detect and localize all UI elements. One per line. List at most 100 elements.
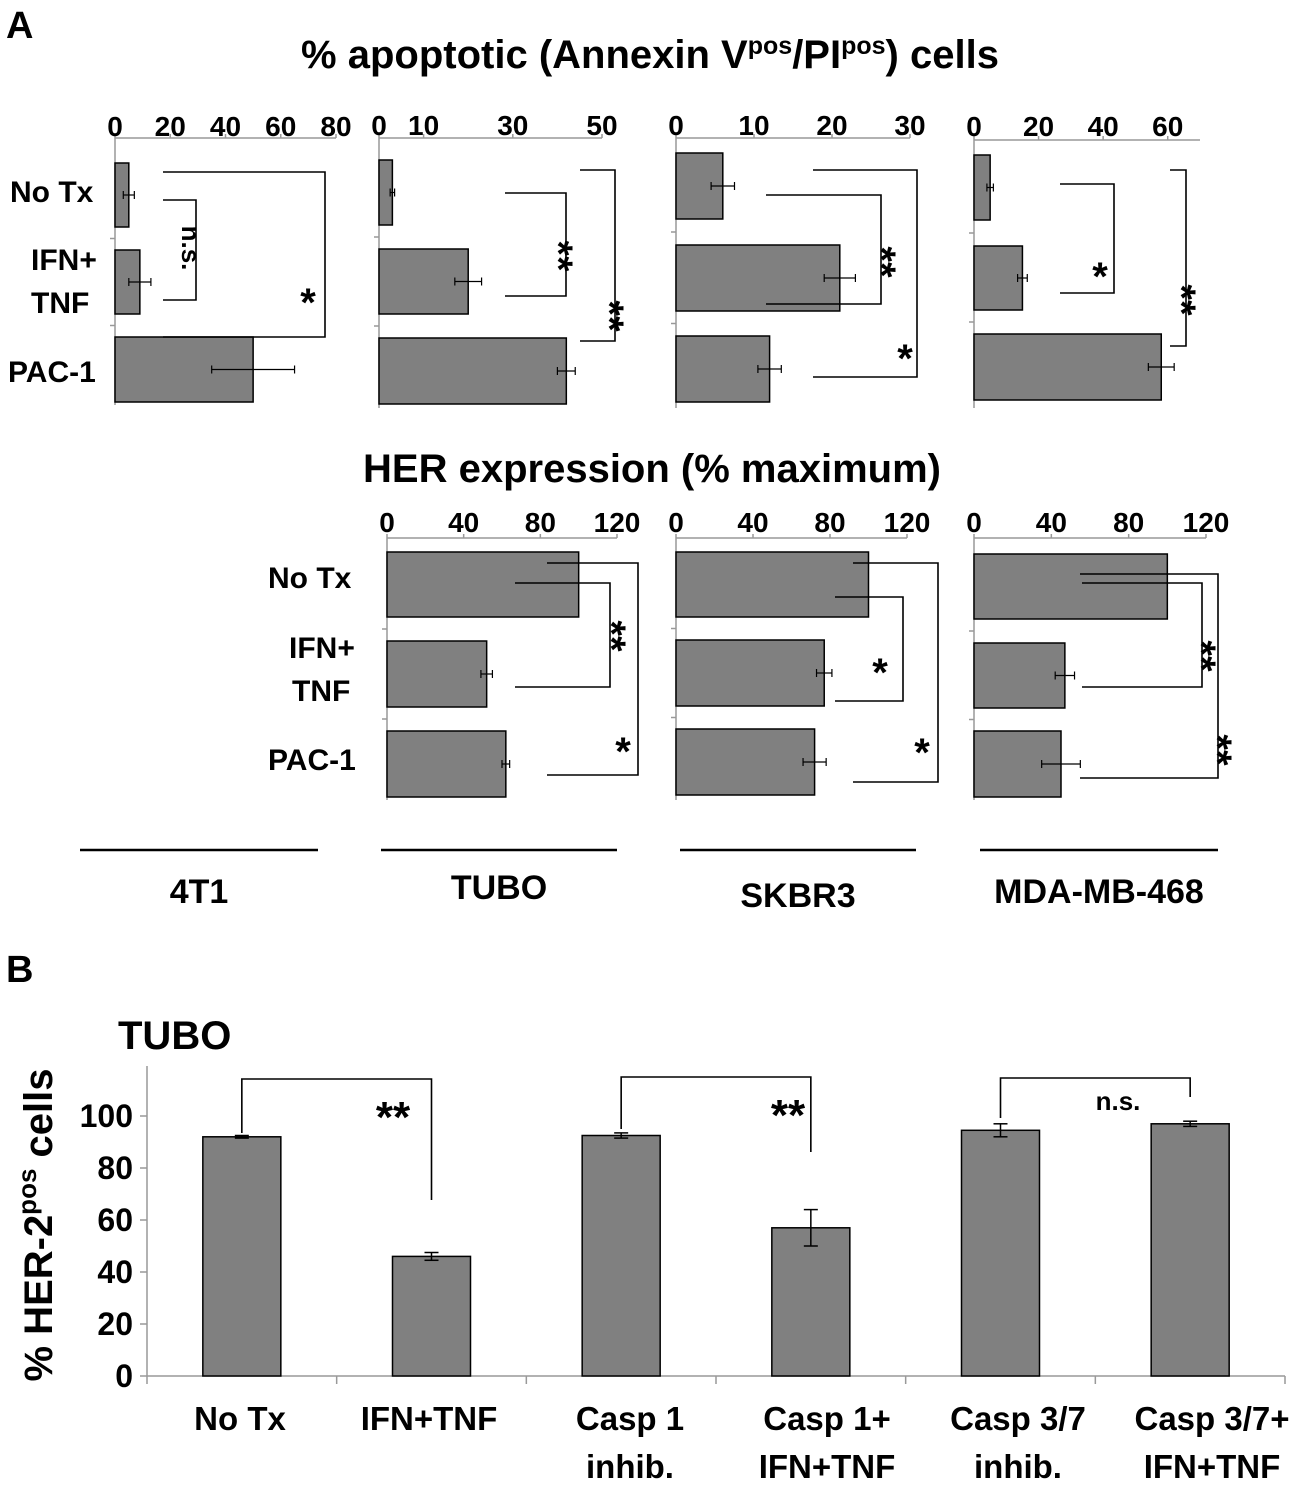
significance-label: n.s. <box>176 226 206 271</box>
error-bar <box>802 758 827 766</box>
her-row-label-ifn: IFN+ <box>289 632 355 665</box>
significance-label: ** <box>589 620 633 652</box>
x-tick-label: 40 <box>737 507 768 538</box>
error-bar <box>501 760 511 768</box>
x-tick-label: 10 <box>408 110 439 141</box>
her-row-label-no-tx: No Tx <box>268 562 352 595</box>
significance-label: * <box>897 337 913 381</box>
error-bar <box>803 1208 818 1247</box>
her-expression-title: HER expression (% maximum) <box>363 447 941 491</box>
x-tick-label: 10 <box>738 110 769 141</box>
significance-label: * <box>1092 255 1108 299</box>
error-bar <box>757 365 782 373</box>
apoptosis-chart-tubo: 0 10 30 50 **** <box>371 110 631 408</box>
error-bar <box>122 191 135 199</box>
error-bar <box>1016 274 1028 282</box>
y-tick-label: 80 <box>97 1150 133 1186</box>
significance-label: ** <box>771 1091 806 1140</box>
panel-b-category-label: Casp 1+ IFN+TNF <box>759 1400 896 1485</box>
x-tick-label: 20 <box>816 110 847 141</box>
significance-bracket <box>547 562 639 776</box>
x-tick-label: 0 <box>379 507 395 538</box>
x-tick-label: 80 <box>525 507 556 538</box>
her-row-label-tnf: TNF <box>292 675 350 708</box>
error-bar <box>234 1134 249 1139</box>
x-tick-label: 80 <box>814 507 845 538</box>
bar <box>378 337 568 405</box>
bar <box>973 730 1062 798</box>
y-tick-label: 20 <box>97 1306 133 1342</box>
x-tick-label: 30 <box>894 110 925 141</box>
x-tick-label: 0 <box>668 110 684 141</box>
bar <box>675 728 816 796</box>
y-tick-label: 40 <box>97 1254 133 1290</box>
apoptosis-chart-mda-mb-468: 0 20 40 60*** <box>966 111 1203 408</box>
x-tick-label: 0 <box>966 111 982 142</box>
x-tick-label: 40 <box>1088 111 1119 142</box>
y-tick-label: 60 <box>97 1202 133 1238</box>
bar <box>675 335 771 403</box>
bar <box>675 244 841 312</box>
panel-b-y-axis-label: % HER-2pos cells <box>12 1068 61 1381</box>
error-bar <box>710 182 736 190</box>
x-tick-label: 80 <box>320 111 351 142</box>
her-chart-skbr3: 0 40 80 120 * * <box>668 507 939 800</box>
panel-a-letter: A <box>6 5 33 47</box>
significance-label: ** <box>1195 734 1239 766</box>
x-tick-label: 60 <box>265 111 296 142</box>
x-tick-label: 20 <box>1023 111 1054 142</box>
significance-label: * <box>615 730 631 774</box>
x-tick-label: 0 <box>107 111 123 142</box>
error-bar <box>1041 760 1081 768</box>
error-bar <box>556 367 576 375</box>
significance-bracket <box>505 192 567 297</box>
error-bar <box>454 277 483 286</box>
cell-line-label-4t1: 4T1 <box>170 873 229 911</box>
error-bar <box>986 183 994 192</box>
panel-b-category-label: IFN+TNF <box>361 1400 498 1437</box>
x-tick-label: 40 <box>448 507 479 538</box>
panel-b-category-label: Casp 3/7 inhib. <box>950 1400 1086 1485</box>
y-tick-label: 100 <box>80 1098 133 1134</box>
x-tick-label: 50 <box>586 110 617 141</box>
row-label-pac1: PAC-1 <box>8 356 96 389</box>
bar <box>675 551 870 618</box>
cell-line-label-tubo: TUBO <box>451 869 547 907</box>
significance-bracket <box>1080 573 1219 779</box>
significance-label: n.s. <box>1096 1086 1141 1116</box>
significance-bracket <box>241 1078 433 1200</box>
x-tick-label: 40 <box>1036 507 1067 538</box>
x-tick-label: 120 <box>594 507 641 538</box>
significance-bracket <box>1082 582 1203 688</box>
panel-b-category-label: Casp 3/7+ IFN+TNF <box>1134 1400 1289 1485</box>
her-row-label-pac1: PAC-1 <box>268 744 356 777</box>
x-tick-label: 120 <box>1183 507 1230 538</box>
error-bar <box>128 278 152 286</box>
bar <box>771 1227 851 1377</box>
row-label-ifn: IFN+ <box>31 244 97 277</box>
significance-bracket <box>163 199 197 301</box>
bar <box>973 642 1066 709</box>
error-bar <box>823 274 857 282</box>
x-tick-label: 30 <box>497 110 528 141</box>
apoptosis-title: % apoptotic (Annexin Vpos/PIpos) cells <box>301 32 999 77</box>
x-tick-label: 40 <box>210 111 241 142</box>
panel-b-category-label: No Tx <box>194 1400 286 1437</box>
bar <box>391 1255 472 1377</box>
significance-bracket <box>515 582 611 688</box>
apoptosis-chart-4t1: 0 20 40 60 80 n.s. * <box>107 111 352 405</box>
significance-label: ** <box>587 300 631 332</box>
panel-b-category-label: Casp 1 inhib. <box>576 1400 684 1485</box>
x-tick-label: 60 <box>1152 111 1183 142</box>
significance-label: ** <box>1159 284 1203 316</box>
error-bar <box>480 670 494 678</box>
error-bar <box>1054 671 1076 680</box>
bar <box>378 248 469 315</box>
significance-bracket <box>620 1076 812 1152</box>
panel-b-chart: 0 20 40 60 80 100 ** ** n.s. <box>80 1066 1286 1394</box>
error-bar <box>424 1251 439 1262</box>
significance-bracket <box>1170 169 1187 347</box>
significance-label: * <box>914 731 930 775</box>
bar <box>973 245 1024 311</box>
error-bar <box>993 1123 1008 1138</box>
